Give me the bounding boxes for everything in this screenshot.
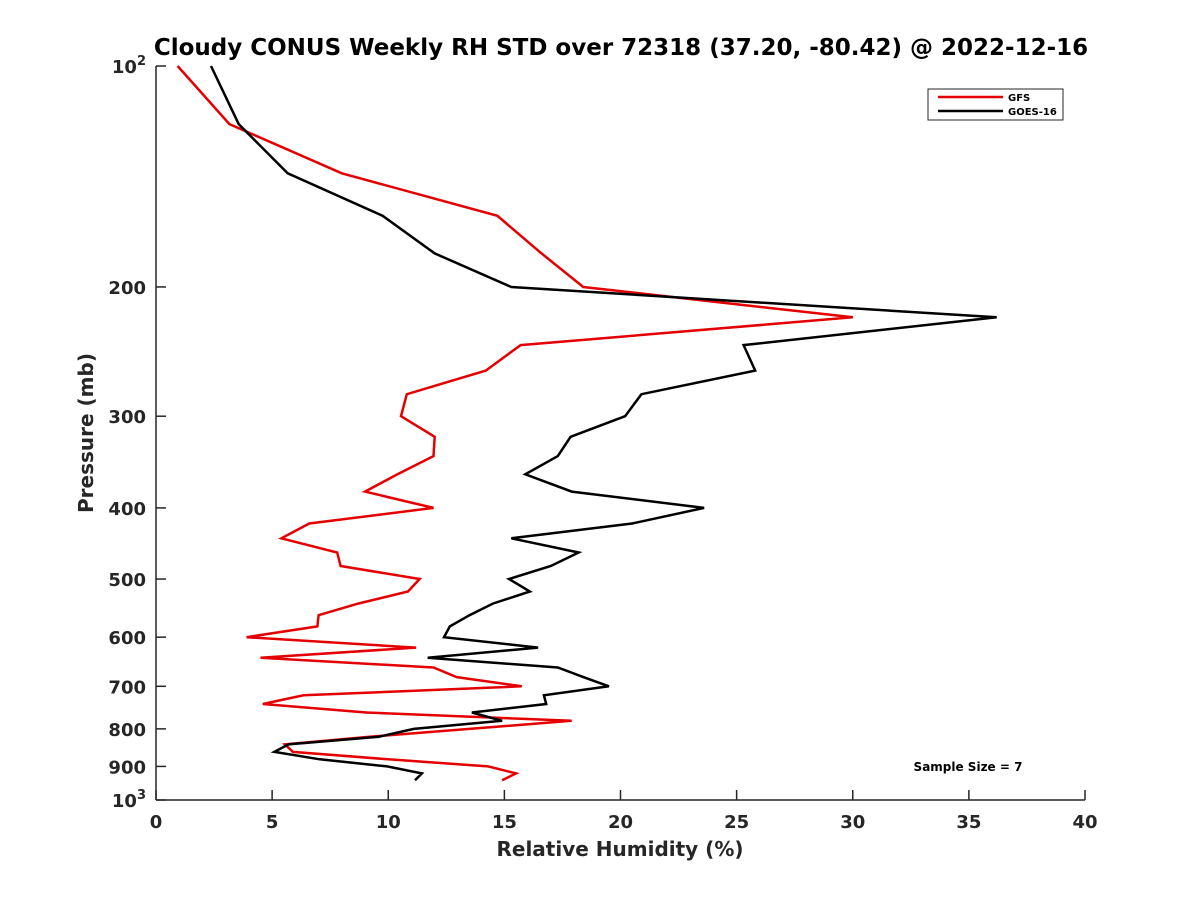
- y-tick-label: 200: [108, 278, 146, 299]
- x-tick-label: 25: [724, 812, 749, 833]
- y-tick-label: 103: [112, 788, 146, 812]
- legend-label-gfs: GFS: [1008, 93, 1030, 104]
- y-tick-label: 800: [108, 720, 146, 741]
- y-tick-label: 600: [108, 628, 146, 649]
- x-tick-label: 15: [492, 812, 517, 833]
- chart-title: Cloudy CONUS Weekly RH STD over 72318 (3…: [154, 35, 1088, 61]
- y-tick-label: 500: [108, 570, 146, 591]
- x-tick-label: 20: [608, 812, 633, 833]
- series-line-goes16: [209, 65, 997, 782]
- y-tick-label: 102: [112, 54, 146, 78]
- x-tick-label: 0: [150, 812, 163, 833]
- sample-size-annotation: Sample Size = 7: [914, 760, 1023, 774]
- series-layer: [176, 65, 997, 782]
- x-tick-label: 10: [376, 812, 401, 833]
- y-tick-label: 300: [108, 407, 146, 428]
- y-tick-label: 700: [108, 677, 146, 698]
- x-ticks: 0 5 10 15 20 25 30 35 40: [150, 790, 1098, 833]
- x-tick-label: 5: [266, 812, 279, 833]
- legend: GFS GOES-16: [927, 88, 1064, 121]
- y-axis-label: Pressure (mb): [74, 353, 98, 513]
- legend-box: [927, 88, 1064, 121]
- series-line-gfs: [176, 65, 853, 782]
- y-tick-label: 400: [108, 499, 146, 520]
- y-ticks: 102 200 300 400 500 600 700 800 900 103: [108, 54, 166, 812]
- x-tick-label: 35: [956, 812, 981, 833]
- x-tick-label: 40: [1072, 812, 1097, 833]
- x-tick-label: 30: [840, 812, 865, 833]
- legend-label-goes16: GOES-16: [1008, 107, 1057, 118]
- x-axis-label: Relative Humidity (%): [496, 837, 743, 861]
- y-tick-label: 900: [108, 757, 146, 778]
